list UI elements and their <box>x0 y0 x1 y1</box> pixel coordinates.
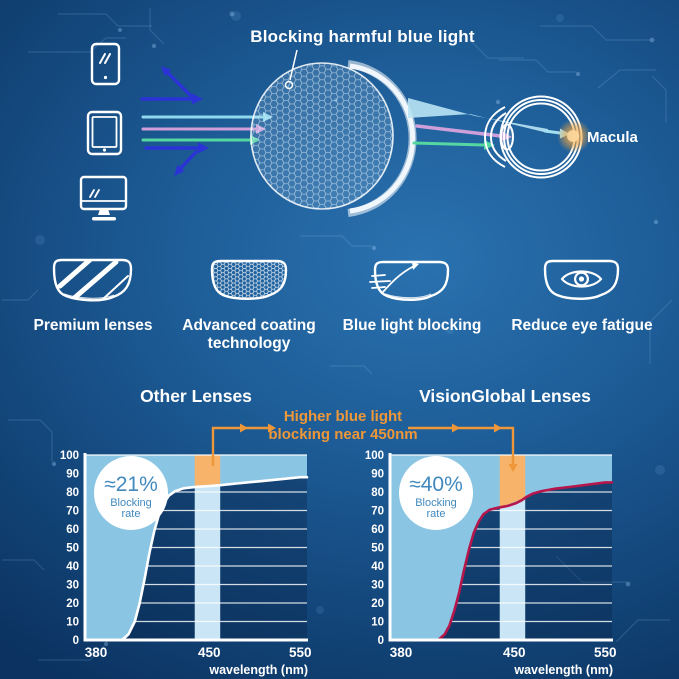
svg-text:10: 10 <box>66 617 79 629</box>
svg-text:100: 100 <box>365 450 384 462</box>
svg-text:20: 20 <box>371 598 384 610</box>
blocking-harmful-label: Blocking harmful blue light <box>250 27 475 46</box>
feature-label: Reduce eye fatigue <box>511 317 653 334</box>
tablet-icon <box>86 110 123 156</box>
advanced-coating-icon <box>210 259 288 300</box>
chart-visionglobal-lenses: 0 10 20 30 40 50 60 70 80 90 100 380 450 550 wavelengt… <box>365 450 617 677</box>
macula-label: Macula <box>587 129 638 146</box>
svg-text:50: 50 <box>66 543 79 555</box>
svg-text:70: 70 <box>371 506 384 518</box>
svg-text:80: 80 <box>66 487 79 499</box>
svg-text:100: 100 <box>60 450 79 462</box>
svg-text:380: 380 <box>85 645 108 660</box>
reflected-blue-arrows <box>140 66 209 176</box>
feature-label: Blue light blocking <box>342 317 482 334</box>
svg-text:Blocking: Blocking <box>415 497 457 509</box>
svg-text:rate: rate <box>427 508 446 520</box>
transmitted-rays <box>408 98 570 150</box>
svg-text:380: 380 <box>390 645 413 660</box>
feature-label: Advanced coating technology <box>182 317 316 352</box>
chart-title-visionglobal: VisionGlobal Lenses <box>419 386 591 406</box>
annotation-line1: Higher blue light <box>283 408 403 425</box>
svg-text:30: 30 <box>371 580 384 592</box>
svg-text:≈40%: ≈40% <box>409 473 463 496</box>
svg-text:60: 60 <box>371 524 384 536</box>
annotation-higher-blocking: Higher blue light blocking near 450nm <box>258 408 428 445</box>
svg-text:80: 80 <box>371 487 384 499</box>
svg-text:20: 20 <box>66 598 79 610</box>
svg-text:Blocking: Blocking <box>110 497 152 509</box>
annotation-line2: blocking near 450nm <box>268 426 418 444</box>
svg-text:≈21%: ≈21% <box>104 473 158 496</box>
svg-text:rate: rate <box>122 508 141 520</box>
svg-text:40: 40 <box>371 561 384 573</box>
feature-premium-lenses: Premium lenses <box>8 256 178 335</box>
feature-reduce-eye-fatigue: Reduce eye fatigue <box>497 256 667 335</box>
feature-label: Premium lenses <box>33 317 153 334</box>
svg-text:wavelength (nm): wavelength (nm) <box>208 663 308 677</box>
svg-text:30: 30 <box>66 580 79 592</box>
svg-text:550: 550 <box>594 645 617 660</box>
svg-text:40: 40 <box>66 561 79 573</box>
svg-text:70: 70 <box>66 506 79 518</box>
feature-blue-light-blocking: Blue light blocking <box>327 256 497 335</box>
svg-text:0: 0 <box>378 635 384 647</box>
svg-text:90: 90 <box>66 469 79 481</box>
blue-light-blocking-icon <box>369 260 450 301</box>
feature-advanced-coating: Advanced coating technology <box>164 256 334 353</box>
svg-text:10: 10 <box>371 617 384 629</box>
chart-title-other: Other Lenses <box>140 386 252 406</box>
coated-lens <box>250 60 417 217</box>
reduce-eye-fatigue-icon <box>543 259 620 300</box>
svg-text:60: 60 <box>66 524 79 536</box>
svg-text:550: 550 <box>289 645 312 660</box>
svg-text:450: 450 <box>198 645 221 660</box>
chart-other-lenses: 0 10 20 30 40 50 60 70 80 90 100 380 450 550 wavelengt… <box>60 450 312 677</box>
svg-text:50: 50 <box>371 543 384 555</box>
svg-text:wavelength (nm): wavelength (nm) <box>513 663 613 677</box>
svg-text:0: 0 <box>73 635 79 647</box>
monitor-icon <box>79 175 128 221</box>
eye-diagram <box>483 95 591 179</box>
svg-text:90: 90 <box>371 469 384 481</box>
label-leader-line <box>284 49 298 90</box>
svg-text:450: 450 <box>503 645 526 660</box>
incoming-light-rays <box>141 112 273 145</box>
premium-lenses-icon <box>52 258 133 302</box>
smartphone-icon <box>90 42 121 86</box>
